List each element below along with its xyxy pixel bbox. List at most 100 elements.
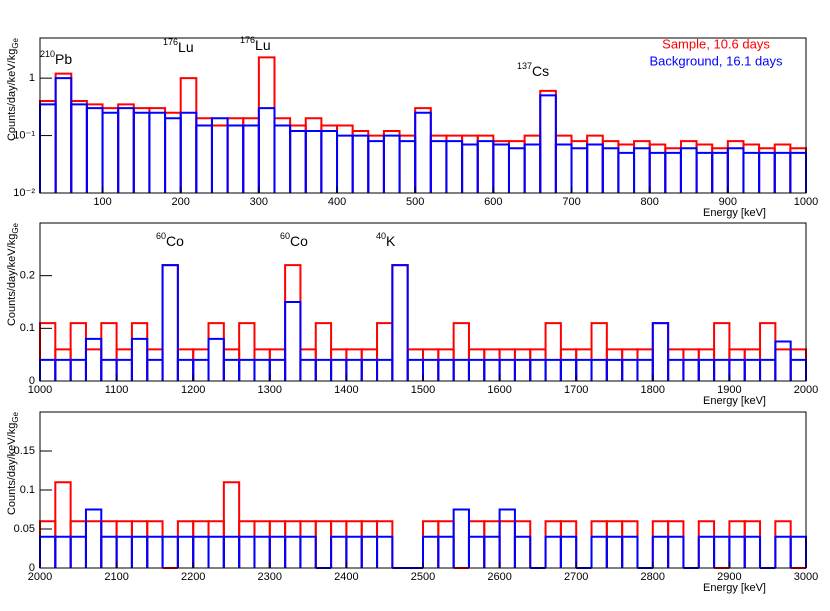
histogram-bin (84, 337, 103, 381)
histogram-bin (179, 111, 198, 193)
histogram-bin (176, 348, 195, 381)
histogram-bin (539, 89, 557, 193)
histogram-bin (414, 107, 432, 193)
histogram-bin (39, 535, 57, 568)
histogram-bin (513, 535, 532, 568)
histogram-bin (207, 337, 225, 381)
histogram-bin (544, 535, 562, 568)
histogram-bin (467, 348, 486, 381)
histogram-bin (54, 77, 73, 193)
histogram-bin (789, 147, 807, 193)
histogram-bin (758, 147, 776, 193)
histogram-bin (774, 520, 792, 568)
histogram-bin (651, 520, 670, 568)
y-tick-label: 0.05 (14, 523, 35, 535)
histogram-bin (429, 140, 448, 193)
histogram-bin (376, 520, 394, 568)
histogram-bin (117, 107, 135, 193)
histogram-bin (85, 107, 104, 193)
histogram-bin (330, 535, 348, 568)
histogram-bin (743, 348, 762, 381)
histogram-bin (164, 117, 182, 193)
histogram-bin (679, 147, 698, 193)
histogram-bin (84, 520, 103, 568)
histogram-bin (351, 130, 370, 193)
histogram-bin (713, 358, 731, 381)
histogram-bin (651, 535, 670, 568)
histogram-bin (773, 151, 792, 193)
histogram-bin (70, 99, 88, 193)
histogram-bin (507, 147, 526, 193)
histogram-bin (284, 520, 302, 568)
histogram-bin (70, 103, 88, 193)
histogram-bin (406, 358, 424, 381)
histogram-bin (621, 348, 639, 381)
histogram-bin (284, 264, 302, 381)
histogram-bin (289, 130, 307, 193)
histogram-bin (492, 140, 510, 193)
x-tick-label: 2400 (334, 571, 358, 583)
y-tick-label: 0.2 (20, 270, 35, 282)
histogram-bin (360, 348, 379, 381)
histogram-bin (422, 535, 440, 568)
histogram-bin (330, 358, 348, 381)
peak-annotation: 40K (376, 231, 396, 248)
histogram-bin (498, 520, 516, 568)
histogram-bin (54, 481, 72, 568)
histogram-bin (360, 535, 379, 568)
histogram-bin (132, 107, 151, 193)
histogram-bin (360, 520, 379, 568)
histogram-bin (257, 56, 276, 193)
annotation-element: Co (166, 233, 184, 249)
histogram-bin (398, 140, 417, 193)
x-tick-label: 1400 (334, 384, 358, 396)
histogram-bin (529, 358, 547, 381)
x-tick-label: 2200 (181, 571, 205, 583)
histogram-bin (242, 124, 260, 193)
y-axis-label: Counts/day/keV/kgGe (6, 222, 20, 326)
histogram-bin (601, 147, 620, 193)
histogram-bin (195, 117, 213, 193)
histogram-bin (437, 348, 455, 381)
histogram-bin (664, 147, 682, 193)
x-axis-label: Energy [keV] (703, 395, 766, 407)
histogram-bin (222, 358, 241, 381)
histogram-bin (117, 103, 135, 193)
plot-frame (39, 37, 807, 194)
histogram-bin (559, 535, 578, 568)
x-axis-label: Energy [keV] (703, 207, 766, 219)
histogram-bin (621, 535, 639, 568)
histogram-bin (743, 535, 762, 568)
histogram-bin (422, 358, 440, 381)
histogram-bin (54, 72, 73, 193)
histogram-bin (54, 348, 72, 381)
histogram-bin (483, 520, 501, 568)
histogram-bin (207, 535, 225, 568)
histogram-bin (284, 301, 302, 381)
histogram-bin (605, 348, 624, 381)
x-tick-label: 2900 (717, 571, 741, 583)
histogram-bin (697, 358, 716, 381)
x-tick-label: 1000 (28, 384, 52, 396)
histogram-bin (742, 143, 761, 193)
histogram-bin (69, 358, 87, 381)
x-tick-label: 700 (562, 196, 580, 208)
histogram-bin (299, 358, 317, 381)
histogram-bin (226, 117, 245, 193)
y-tick-label: 0 (29, 562, 35, 574)
histogram-bin (146, 520, 164, 568)
histogram-bin (273, 124, 292, 193)
histogram-bin (605, 520, 624, 568)
histogram-bin (320, 130, 339, 193)
y-tick-label: 1 (29, 72, 35, 84)
histogram-bin (304, 117, 323, 193)
histogram-bin (314, 322, 333, 381)
histogram-bin (544, 358, 562, 381)
histogram-bin (539, 94, 557, 193)
histogram-bin (774, 535, 792, 568)
histogram-bin (544, 322, 562, 381)
y-axis-label: Counts/day/keV/kgGe (6, 37, 20, 141)
annotation-mass: 40 (376, 231, 386, 241)
histogram-bin (192, 348, 210, 381)
histogram-bin (483, 358, 501, 381)
